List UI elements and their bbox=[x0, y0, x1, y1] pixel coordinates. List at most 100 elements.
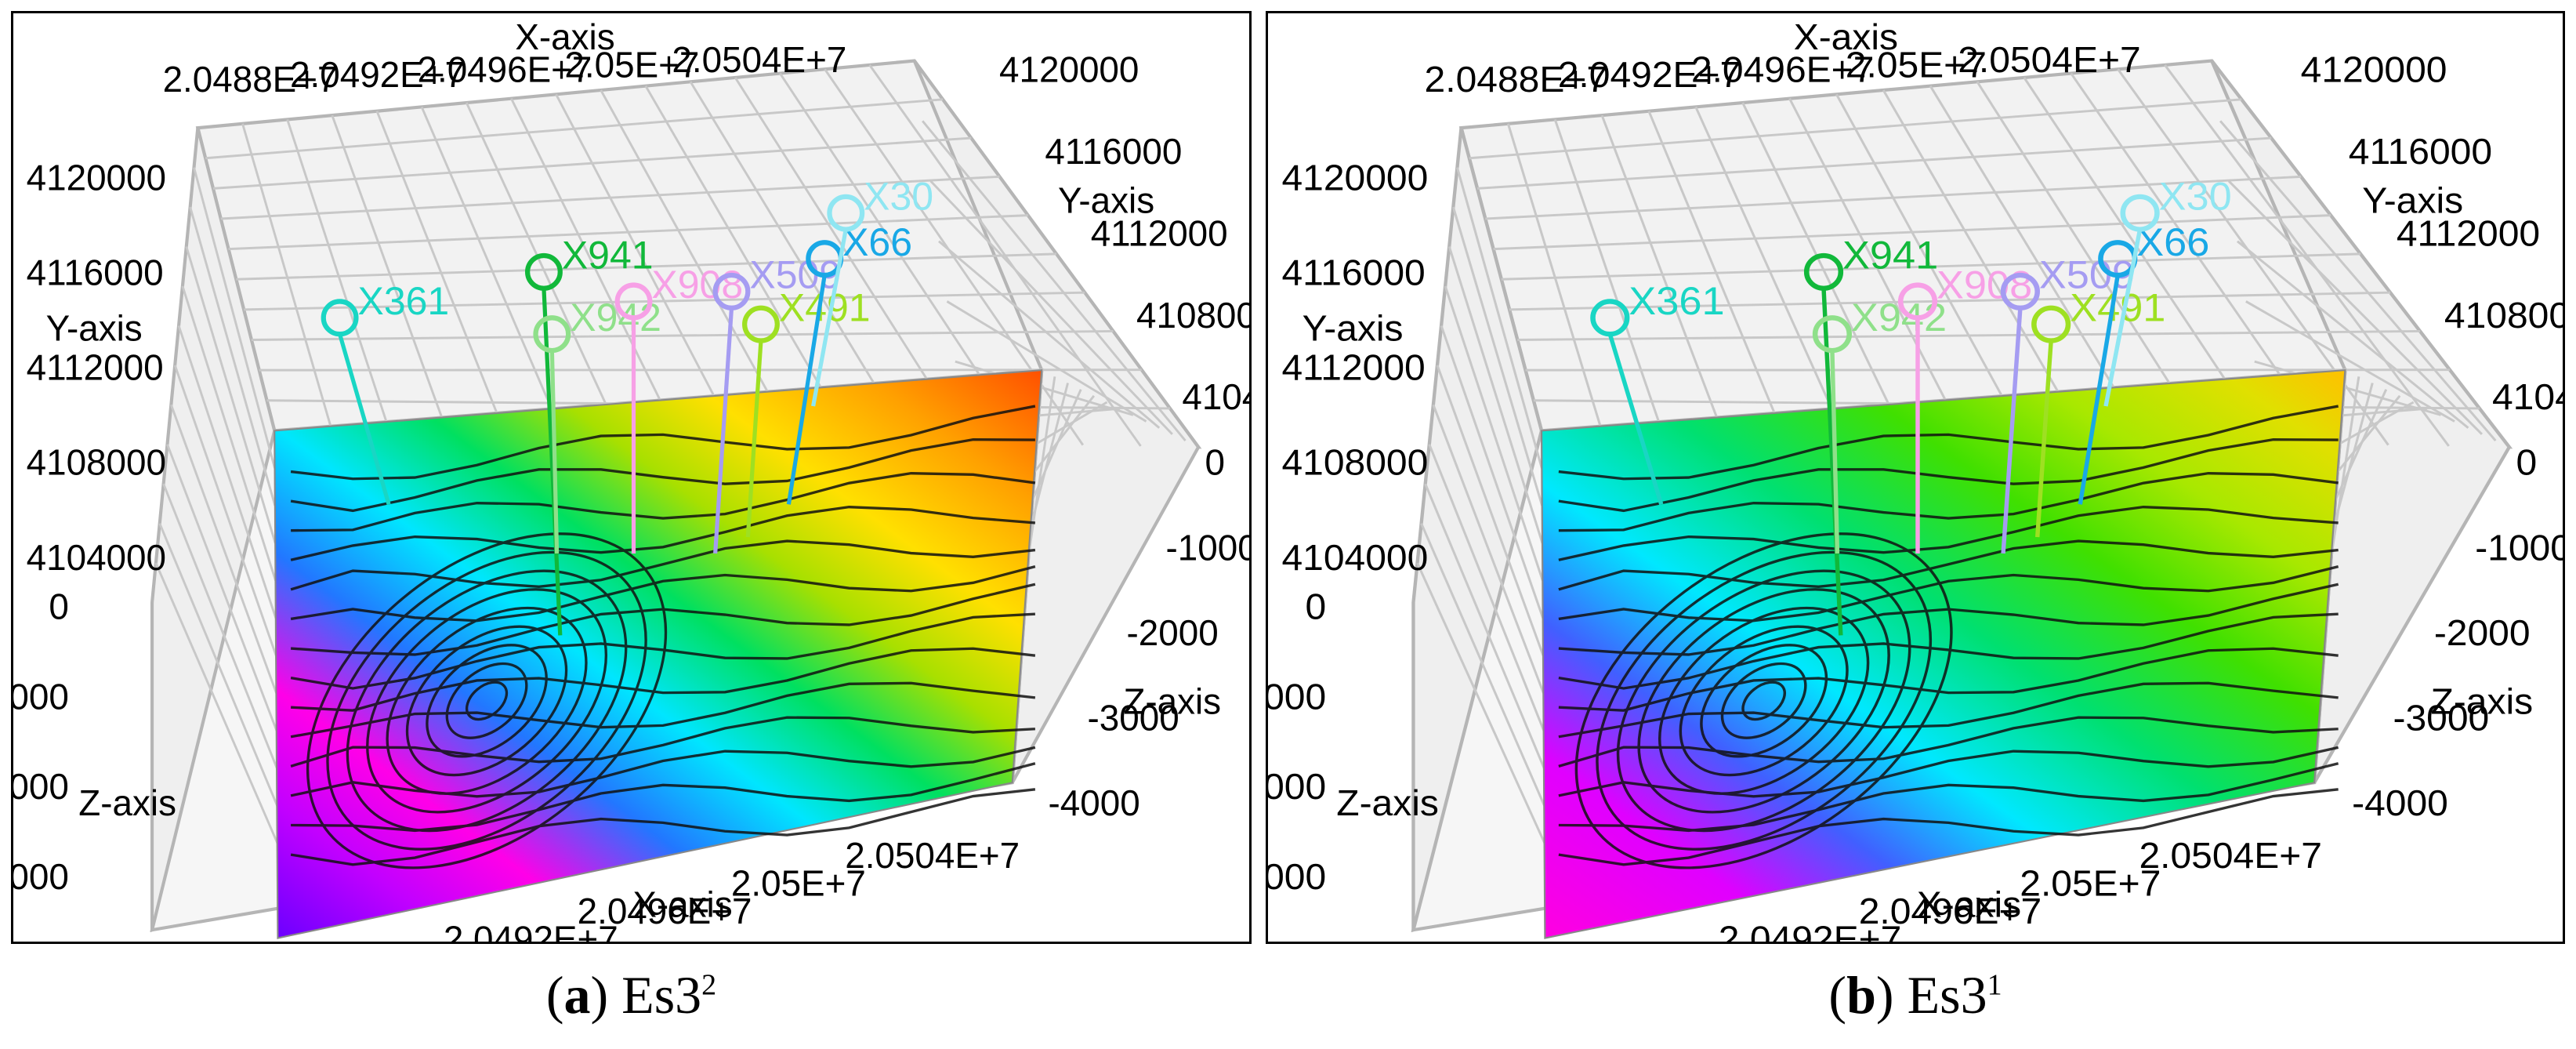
z-tick-right: -3000 bbox=[2393, 697, 2489, 738]
x-axis-label-bottom: X-axis bbox=[1917, 884, 2021, 924]
z-axis-label-right: Z-axis bbox=[1123, 681, 1221, 721]
y-axis-label-right: Y-axis bbox=[1058, 180, 1154, 221]
x-tick-bottom: 2.0504E+7 bbox=[845, 835, 1020, 876]
y-tick-left: 4112000 bbox=[27, 347, 164, 388]
z-tick-left: -2000 bbox=[1268, 766, 1326, 807]
well-label: X361 bbox=[1629, 279, 1724, 323]
x-tick-top: 2.0488E+7 bbox=[163, 59, 338, 100]
well-label: X908 bbox=[1937, 263, 2032, 307]
x-tick-top: 2.0496E+7 bbox=[418, 49, 592, 90]
caption-a: (a) Es32 bbox=[545, 965, 717, 1025]
y-tick-right: 4120000 bbox=[999, 49, 1139, 90]
x-axis-label-bottom: X-axis bbox=[632, 884, 732, 924]
y-tick-left: 4120000 bbox=[1281, 157, 1428, 198]
y-tick-left: 4104000 bbox=[27, 537, 166, 578]
z-axis-label-left: Z-axis bbox=[1336, 782, 1439, 823]
well-label: X30 bbox=[864, 174, 933, 218]
well-x941: X941 bbox=[524, 234, 654, 636]
caption-b-label: Es3 bbox=[1907, 965, 1987, 1025]
caption-a-label: Es3 bbox=[621, 965, 702, 1025]
z-axis-label-right: Z-axis bbox=[2430, 681, 2533, 721]
x-tick-top: 2.0504E+7 bbox=[1958, 39, 2141, 80]
caption-a-sup: 2 bbox=[701, 968, 717, 1002]
y-tick-left: 4112000 bbox=[1281, 347, 1425, 388]
x-tick-top: 2.0492E+7 bbox=[290, 54, 465, 95]
well-x509: X509 bbox=[2000, 253, 2135, 554]
caption-b-sup: 1 bbox=[1987, 968, 2002, 1002]
x-tick-bottom: 2.05E+7 bbox=[2020, 862, 2161, 903]
well-x908: X908 bbox=[1897, 263, 2032, 554]
y-tick-right: 4116000 bbox=[1045, 131, 1182, 172]
y-tick-left: 4120000 bbox=[27, 157, 166, 198]
well-label: X491 bbox=[779, 285, 871, 329]
well-label: X941 bbox=[1842, 234, 1938, 278]
caption-a-letter: a bbox=[563, 965, 591, 1025]
caption-b-letter: b bbox=[1846, 965, 1876, 1025]
grid-lines bbox=[154, 64, 1187, 844]
x-tick-bottom: 2.0492E+7 bbox=[1719, 918, 1902, 944]
z-tick-right: -3000 bbox=[1088, 697, 1179, 738]
well-label: X941 bbox=[562, 234, 654, 278]
well-x941: X941 bbox=[1803, 234, 1938, 636]
x-tick-top: 2.0496E+7 bbox=[1691, 49, 1875, 90]
y-tick-right: 4116000 bbox=[2349, 131, 2492, 172]
z-tick-right: -4000 bbox=[1049, 782, 1140, 823]
well-label: X361 bbox=[357, 279, 449, 323]
well-label: X491 bbox=[2070, 286, 2165, 330]
y-tick-right: 4108000 bbox=[2444, 295, 2565, 336]
x-tick-bottom: 2.0492E+7 bbox=[444, 918, 618, 944]
y-tick-right: 4112000 bbox=[1091, 212, 1228, 253]
z-tick-right: -1000 bbox=[2475, 527, 2565, 568]
z-axis-label-left: Z-axis bbox=[78, 782, 176, 823]
z-tick-left: -2000 bbox=[13, 766, 69, 807]
x-tick-top: 2.05E+7 bbox=[564, 44, 699, 85]
x-tick-bottom: 2.0496E+7 bbox=[578, 891, 752, 931]
well-x361: X361 bbox=[321, 279, 449, 506]
caption-b: (b) Es31 bbox=[1828, 965, 2002, 1025]
y-tick-left: 4116000 bbox=[1281, 252, 1425, 293]
y-tick-left: 4104000 bbox=[1281, 537, 1428, 578]
y-tick-right: 4104000 bbox=[2492, 376, 2565, 417]
z-tick-right: -1000 bbox=[1166, 527, 1252, 568]
z-tick-left: -1000 bbox=[1268, 676, 1326, 717]
well-label: X30 bbox=[2159, 175, 2232, 219]
panel-a: X361 X941 X942 X908 X509 X491 X66 X30 2.0488E+7 2… bbox=[11, 11, 1252, 944]
x-tick-top: 2.05E+7 bbox=[1846, 44, 1987, 85]
y-tick-left: 4116000 bbox=[27, 252, 164, 293]
x-tick-top: 2.0504E+7 bbox=[672, 39, 846, 80]
z-tick-right: 0 bbox=[2516, 442, 2538, 483]
z-tick-left: 0 bbox=[49, 586, 68, 626]
z-tick-left: -1000 bbox=[13, 676, 69, 717]
z-tick-left: -3000 bbox=[13, 856, 69, 897]
x-axis-label-top: X-axis bbox=[515, 16, 614, 57]
y-tick-left: 4108000 bbox=[27, 442, 166, 483]
well-x361: X361 bbox=[1590, 279, 1725, 506]
y-tick-right: 4108000 bbox=[1136, 295, 1252, 336]
y-axis-label-right: Y-axis bbox=[2362, 180, 2463, 221]
x-tick-top: 2.0488E+7 bbox=[1425, 59, 1608, 100]
x-tick-bottom: 2.0496E+7 bbox=[1859, 891, 2042, 931]
well-x30: X30 bbox=[2103, 175, 2232, 407]
panel-b: X361 X941 X942 X908 X509 X491 X66 X30 2.0488E+7 2… bbox=[1266, 11, 2565, 944]
x-tick-bottom: 2.0504E+7 bbox=[2139, 835, 2322, 876]
z-tick-right: 0 bbox=[1205, 442, 1225, 483]
well-x908: X908 bbox=[614, 263, 743, 554]
well-x491: X491 bbox=[2031, 286, 2165, 538]
z-tick-left: 0 bbox=[1305, 586, 1326, 626]
z-tick-left: -3000 bbox=[1268, 856, 1326, 897]
well-x30: X30 bbox=[811, 174, 933, 407]
x-tick-top: 2.0492E+7 bbox=[1558, 54, 1741, 95]
y-tick-right: 4104000 bbox=[1182, 376, 1252, 417]
y-tick-right: 4112000 bbox=[2397, 212, 2540, 253]
y-axis-label-left: Y-axis bbox=[46, 307, 143, 348]
well-x491: X491 bbox=[742, 285, 871, 538]
z-tick-right: -4000 bbox=[2352, 782, 2448, 823]
x-tick-bottom: 2.05E+7 bbox=[731, 862, 866, 903]
y-axis-label-left: Y-axis bbox=[1302, 307, 1404, 348]
contour-lines bbox=[1558, 405, 2339, 869]
z-tick-right: -2000 bbox=[1127, 612, 1219, 653]
